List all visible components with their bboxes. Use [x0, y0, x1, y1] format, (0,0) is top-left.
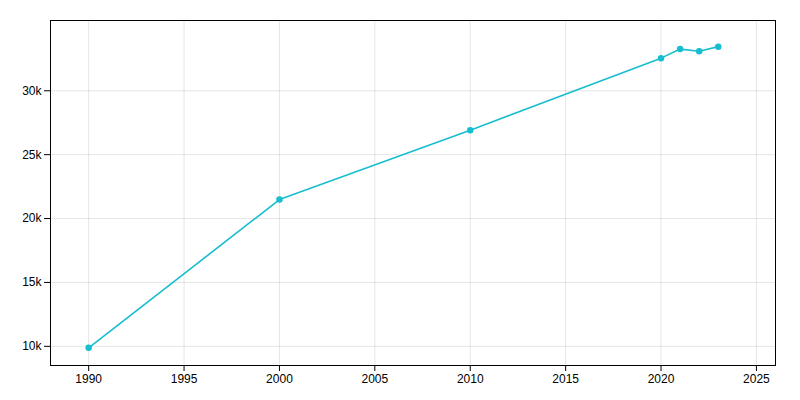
svg-text:20k: 20k [22, 211, 42, 225]
svg-text:2015: 2015 [552, 372, 579, 386]
svg-text:2020: 2020 [648, 372, 675, 386]
svg-text:10k: 10k [22, 339, 42, 353]
svg-text:30k: 30k [22, 84, 42, 98]
svg-text:2000: 2000 [266, 372, 293, 386]
svg-text:2005: 2005 [361, 372, 388, 386]
svg-text:25k: 25k [22, 148, 42, 162]
svg-text:1990: 1990 [75, 372, 102, 386]
svg-text:15k: 15k [22, 275, 42, 289]
svg-text:2010: 2010 [457, 372, 484, 386]
svg-text:1995: 1995 [171, 372, 198, 386]
svg-text:2025: 2025 [743, 372, 770, 386]
